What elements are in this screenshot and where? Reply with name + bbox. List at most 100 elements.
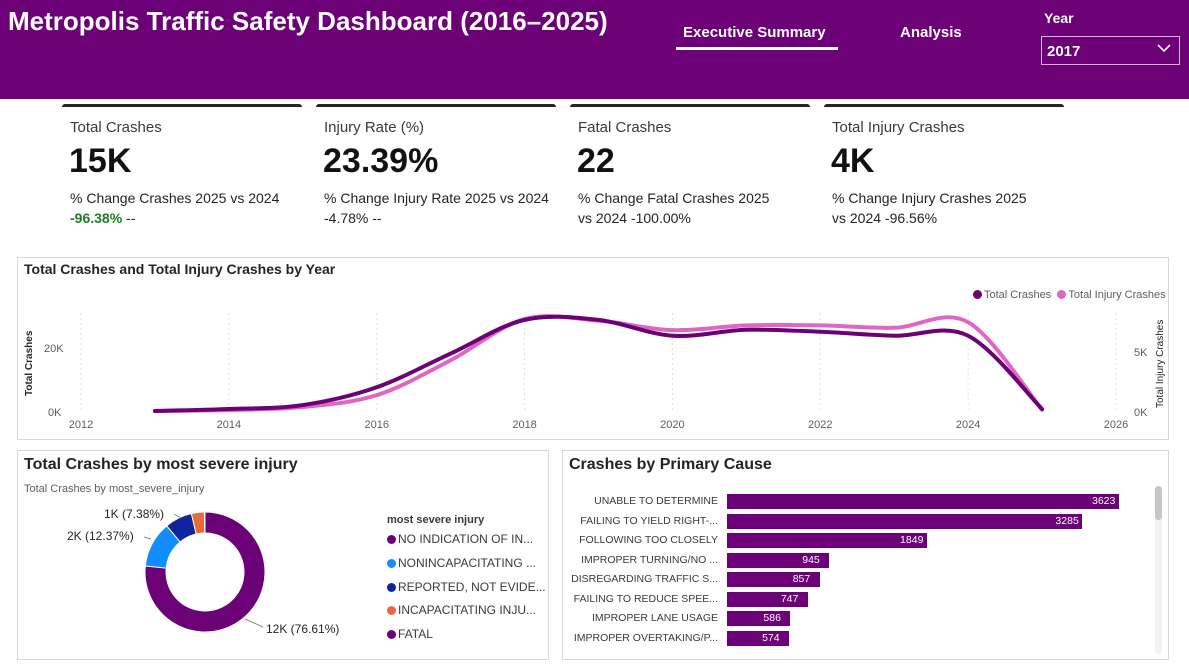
legend-item-incapacitating[interactable]: INCAPACITATING INJU... [387, 603, 536, 617]
legend-dot [387, 535, 396, 544]
kpi-change-suffix: -- [368, 210, 382, 226]
donut-chart-svg [143, 511, 266, 633]
line-chart-legend: Total Crashes Total Injury Crashes [973, 289, 1166, 301]
left-tick-20k: 20K [44, 343, 64, 355]
bar[interactable] [727, 513, 1083, 529]
x-tick-label: 2020 [660, 419, 684, 431]
bar-chart-scrollbar-track[interactable] [1155, 486, 1162, 654]
donut-chart-panel[interactable]: Total Crashes by most severe injury Tota… [17, 450, 549, 660]
x-tick-label: 2014 [217, 419, 241, 431]
donut-chart-subtitle: Total Crashes by most_severe_injury [24, 483, 205, 495]
line-chart-title: Total Crashes and Total Injury Crashes b… [24, 261, 336, 277]
kpi-change-text: % Change Injury Crashes 2025 vs 2024 -96… [832, 190, 1027, 226]
legend-item-nonincapacitating[interactable]: NONINCAPACITATING ... [387, 556, 536, 570]
legend-item-fatal[interactable]: FATAL [387, 627, 433, 641]
kpi-value: 23.39% [323, 142, 439, 180]
bar-value-label: 3285 [1055, 514, 1079, 527]
kpi-value: 22 [577, 142, 615, 180]
kpi-label: Fatal Crashes [578, 119, 672, 136]
tab-executive-summary[interactable]: Executive Summary [683, 24, 826, 41]
card-top-border [62, 104, 302, 107]
kpi-card-total-crashes: Total Crashes 15K % Change Crashes 2025 … [62, 104, 302, 236]
kpi-value: 4K [831, 142, 875, 180]
leader-line [244, 618, 264, 628]
right-tick-5k: 5K [1134, 347, 1148, 359]
leader-line [173, 513, 182, 519]
year-dropdown[interactable]: 2017 [1041, 36, 1180, 65]
bar-chart-title: Crashes by Primary Cause [569, 456, 772, 473]
legend-label: NONINCAPACITATING ... [398, 556, 537, 570]
bar-value-label: 3623 [1092, 495, 1116, 507]
legend-label: NO INDICATION OF IN... [398, 532, 534, 546]
series-line-total-injury-crashes[interactable] [152, 314, 1045, 413]
kpi-card-fatal-crashes: Fatal Crashes 22 % Change Fatal Crashes … [570, 104, 810, 236]
kpi-change: % Change Crashes 2025 vs 2024 -96.38% -- [70, 188, 300, 228]
legend-dot-total-crashes [973, 290, 982, 299]
kpi-change-value: -4.78% [324, 210, 369, 226]
bar-category-label: IMPROPER TURNING/NO ... [581, 553, 718, 566]
bar[interactable] [727, 591, 808, 607]
donut-slice[interactable] [144, 511, 266, 633]
line-chart-panel[interactable]: Total Crashes and Total Injury Crashes b… [17, 257, 1169, 440]
legend-label-total-crashes: Total Crashes [984, 289, 1052, 301]
legend-dot [387, 606, 396, 615]
kpi-change-value: -96.38% [70, 210, 123, 226]
kpi-change: % Change Injury Rate 2025 vs 2024 -4.78%… [324, 188, 554, 228]
active-tab-indicator [676, 47, 838, 50]
right-axis-title: Total Injury Crashes [1155, 320, 1166, 408]
kpi-change-suffix: -- [122, 210, 136, 226]
bar-value-label: 574 [762, 631, 780, 644]
bar-category-label: DISREGARDING TRAFFIC S... [571, 573, 718, 585]
bar-value-label: 857 [792, 573, 811, 585]
legend-label-total-injury-crashes: Total Injury Crashes [1068, 289, 1166, 301]
x-tick-label: 2018 [512, 419, 536, 431]
kpi-change-text: % Change Injury Rate 2025 vs 2024 [324, 190, 549, 206]
kpi-change-text: % Change Fatal Crashes 2025 vs 2024 -100… [578, 190, 770, 226]
line-chart-svg: Total Crashes Total Injury Crashes 0K 20… [24, 313, 1166, 431]
x-tick-label: 2016 [364, 419, 388, 431]
legend-dot [387, 559, 396, 568]
leader-line [143, 536, 152, 540]
bar-chart-scrollbar-thumb[interactable] [1155, 486, 1162, 520]
kpi-card-total-injury-crashes: Total Injury Crashes 4K % Change Injury … [824, 104, 1064, 236]
bar[interactable] [727, 611, 791, 626]
donut-label-reported: 1K (7.38%) [104, 507, 165, 521]
bar-value-label: 945 [802, 553, 820, 566]
bar[interactable] [727, 552, 830, 568]
legend-label: REPORTED, NOT EVIDE... [398, 580, 546, 594]
kpi-card-injury-rate: Injury Rate (%) 23.39% % Change Injury R… [316, 104, 556, 236]
tab-analysis[interactable]: Analysis [900, 24, 962, 41]
bar-category-label: FAILING TO YIELD RIGHT-... [580, 514, 718, 527]
bar[interactable] [727, 572, 820, 587]
kpi-label: Total Injury Crashes [832, 119, 965, 136]
x-tick-label: 2012 [69, 419, 93, 431]
card-top-border [824, 104, 1064, 107]
card-top-border [316, 104, 556, 107]
page-title: Metropolis Traffic Safety Dashboard (201… [8, 6, 608, 36]
donut-slice[interactable] [203, 511, 206, 534]
bar-chart-panel[interactable]: Crashes by Primary Cause [562, 450, 1169, 660]
legend-item-reported[interactable]: REPORTED, NOT EVIDE... [387, 580, 546, 594]
kpi-label: Injury Rate (%) [324, 119, 425, 136]
legend-label: INCAPACITATING INJU... [398, 603, 537, 617]
year-filter-label: Year [1044, 10, 1074, 26]
bar[interactable] [727, 494, 1119, 509]
bar-value-label: 586 [763, 612, 781, 624]
left-tick-0k: 0K [48, 407, 62, 419]
year-dropdown-value: 2017 [1047, 43, 1081, 60]
series-line-total-crashes[interactable] [152, 314, 1045, 413]
bar[interactable] [727, 533, 928, 548]
kpi-change-text: % Change Crashes 2025 vs 2024 [70, 190, 280, 206]
legend-item-no-indication[interactable]: NO INDICATION OF IN... [387, 532, 533, 546]
right-tick-0k: 0K [1134, 407, 1148, 419]
bar-category-label: FAILING TO REDUCE SPEE... [573, 592, 718, 605]
x-tick-label: 2024 [956, 419, 980, 431]
legend-dot [387, 583, 396, 592]
bar[interactable] [727, 630, 790, 646]
header-bar: Metropolis Traffic Safety Dashboard (201… [0, 0, 1189, 99]
x-tick-label: 2022 [808, 419, 832, 431]
donut-label-nonincapacitating: 2K (12.37%) [67, 529, 134, 543]
legend-label: FATAL [398, 627, 433, 641]
donut-legend-title: most severe injury [387, 514, 485, 526]
left-axis-title: Total Crashes [24, 330, 35, 396]
